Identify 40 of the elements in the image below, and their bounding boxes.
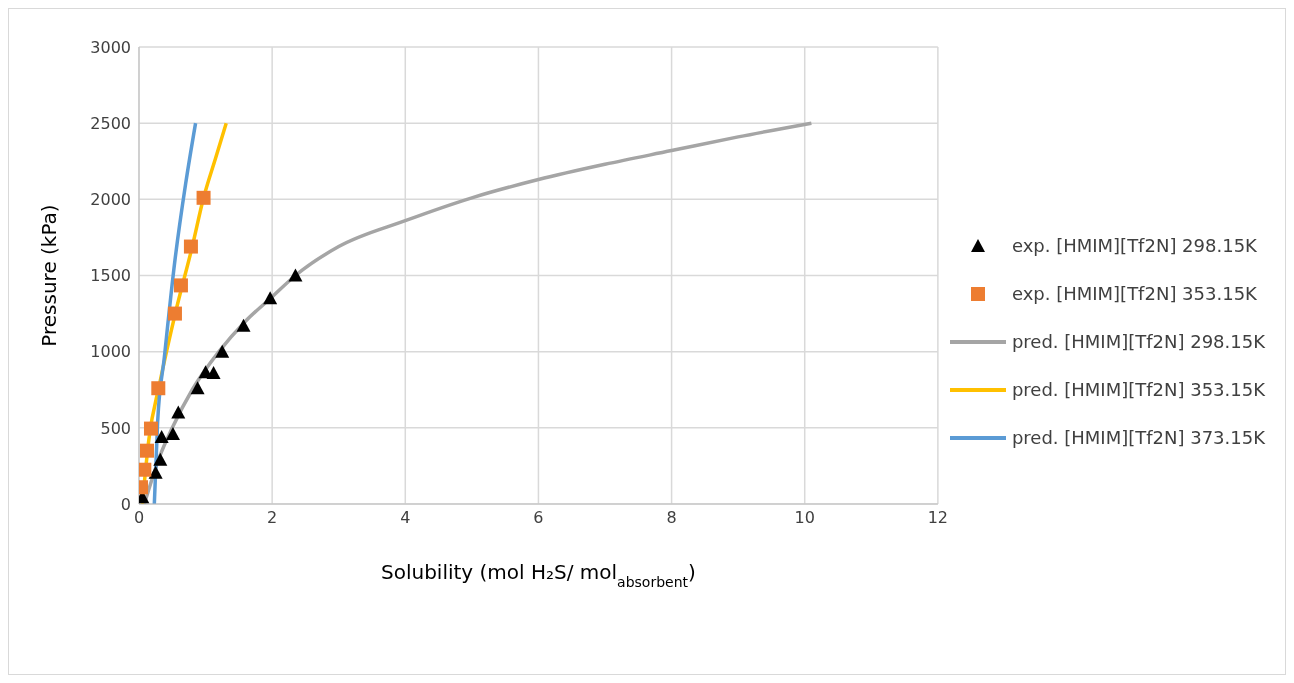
y-tick-label: 2000 [90,190,131,210]
legend-label: pred. [HMIM][Tf2N] 298.15K [1011,331,1265,352]
legend-label: exp. [HMIM][Tf2N] 298.15K [1011,235,1257,256]
x-tick-label: 0 [133,508,145,528]
point [196,190,211,205]
point [236,318,251,332]
y-tick-label: 500 [100,418,131,438]
point [148,465,163,479]
y-tick-label: 0 [120,494,131,514]
point [288,268,303,282]
y-tick-label: 2500 [90,113,131,133]
x-axis-title: Solubility (mol H₂S/ mol$_{absorbent}$) [380,560,696,590]
point [165,426,180,440]
point [183,239,198,254]
point [151,381,166,396]
point [171,405,186,419]
point [139,443,154,458]
x-tick-label: 4 [400,508,411,528]
point [154,429,169,443]
legend-label: pred. [HMIM][Tf2N] 373.15K [1011,427,1265,448]
y-tick-label: 3000 [90,37,131,57]
legend-label: pred. [HMIM][Tf2N] 353.15K [1011,379,1265,400]
point [206,365,221,379]
point [263,291,278,305]
point [190,381,205,395]
y-tick-label: 1500 [90,266,131,286]
point [143,421,158,436]
point [173,278,188,293]
x-tick-label: 8 [666,508,677,528]
x-tick-label: 12 [927,508,949,528]
point [139,462,152,477]
legend-label: exp. [HMIM][Tf2N] 353.15K [1011,283,1257,304]
y-axis-title: Pressure (kPa) [37,204,62,347]
point [153,452,168,466]
point [167,306,182,321]
x-tick-label: 10 [794,508,815,528]
x-tick-label: 2 [267,508,278,528]
x-tick-label: 6 [533,508,544,528]
point [215,344,230,358]
y-tick-label: 1000 [90,342,131,362]
